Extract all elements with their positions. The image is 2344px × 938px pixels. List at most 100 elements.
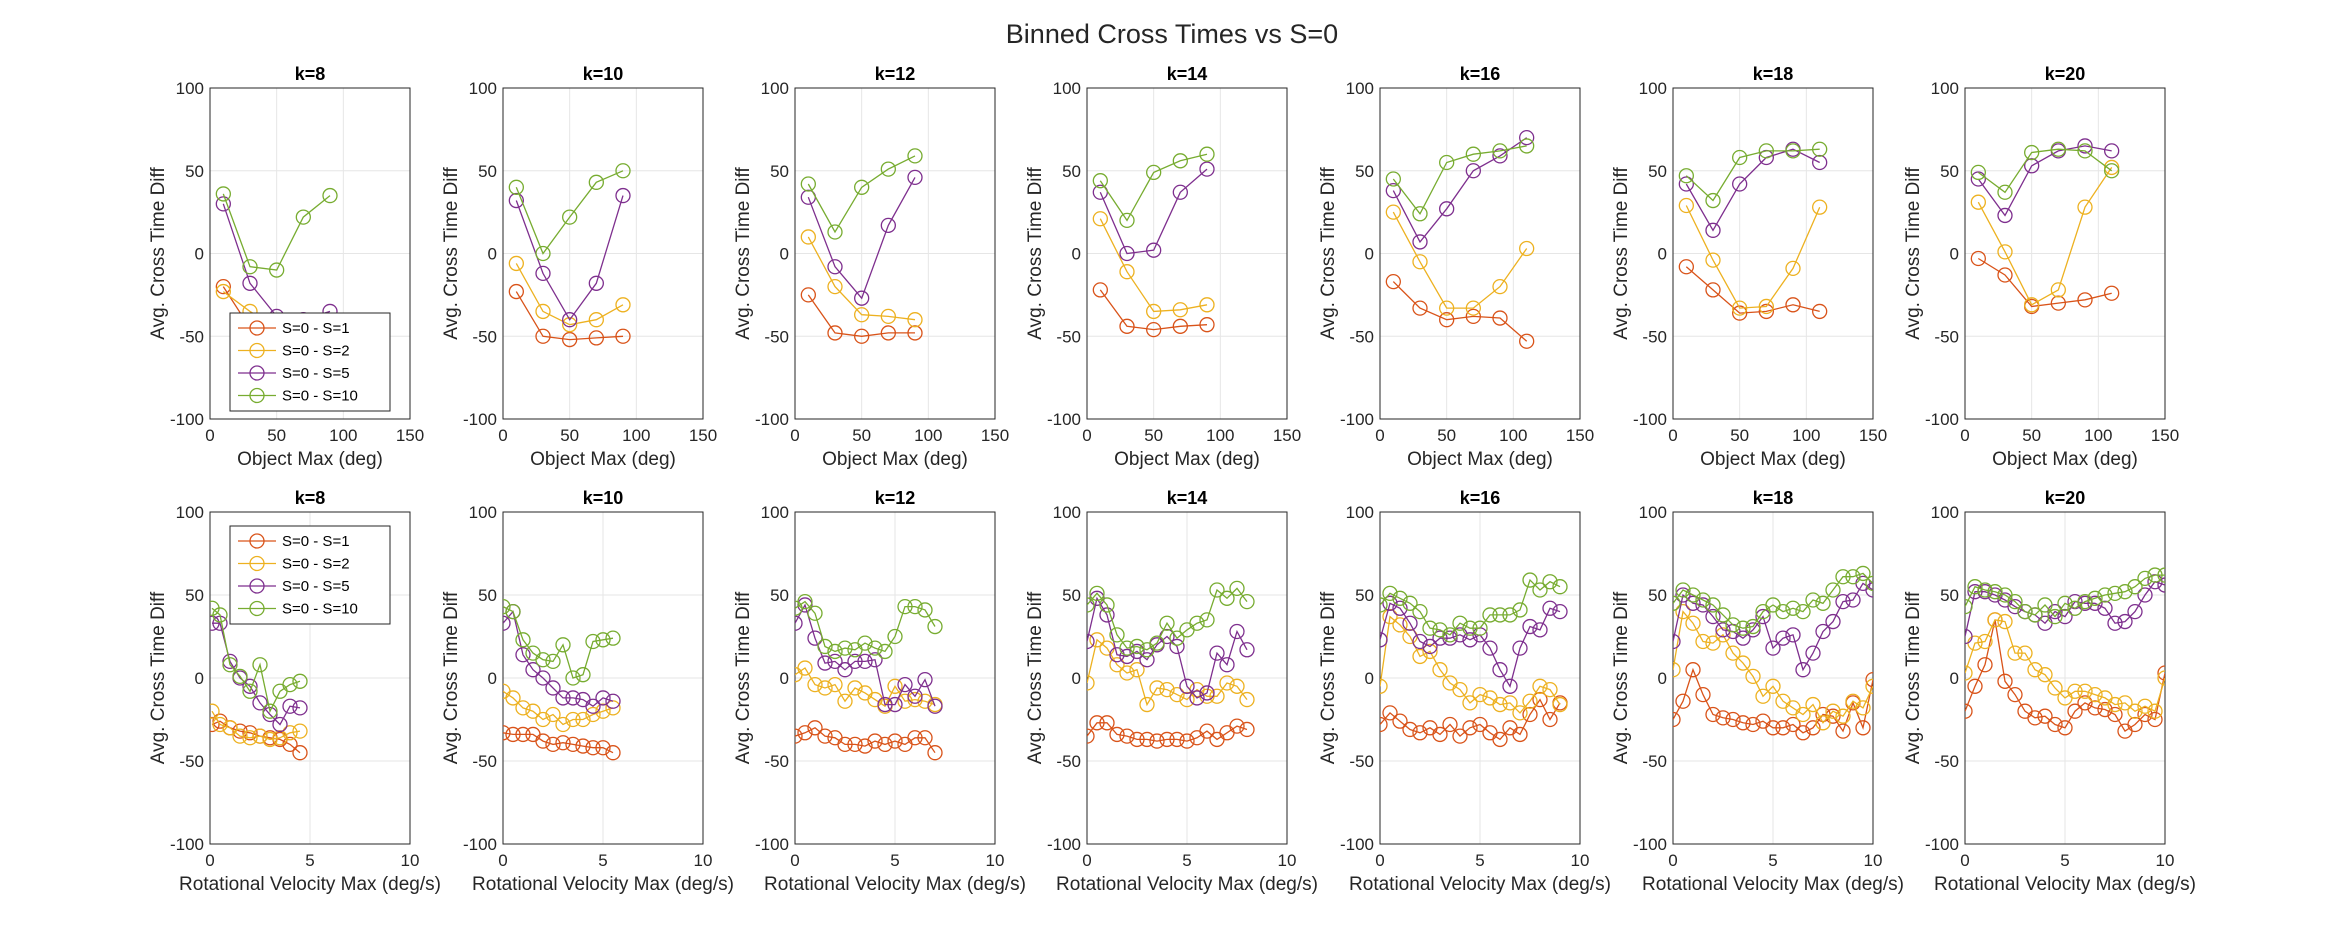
data-point xyxy=(867,733,883,749)
y-tick-label: -50 xyxy=(1349,327,1374,346)
data-point xyxy=(269,262,285,278)
x-axis-label: Rotational Velocity Max (deg/s) xyxy=(472,874,734,895)
data-point xyxy=(1462,695,1478,711)
y-tick-label: 100 xyxy=(176,79,204,98)
y-axis-label: Avg. Cross Time Diff xyxy=(1025,591,1046,764)
data-point xyxy=(827,224,843,240)
data-point xyxy=(1755,688,1771,704)
y-tick-label: -100 xyxy=(755,835,789,854)
data-point xyxy=(847,680,863,696)
data-point xyxy=(508,255,524,272)
subplot-title: k=10 xyxy=(583,488,624,508)
x-tick-label: 0 xyxy=(205,851,214,870)
data-point xyxy=(817,680,833,696)
data-point xyxy=(795,728,803,744)
data-point xyxy=(800,287,816,303)
data-point xyxy=(1522,572,1538,588)
data-point xyxy=(1209,688,1225,704)
data-point xyxy=(1970,164,1986,181)
data-point xyxy=(1865,678,1873,694)
data-point xyxy=(1765,678,1781,694)
data-point xyxy=(595,740,611,756)
data-point xyxy=(1522,618,1538,635)
axes-box xyxy=(1086,511,1288,845)
data-point xyxy=(2147,703,2163,719)
x-tick-label: 10 xyxy=(2156,851,2175,870)
series-line xyxy=(1685,148,1820,202)
y-tick-label: 0 xyxy=(1658,669,1667,688)
data-point xyxy=(2104,285,2120,301)
data-point xyxy=(2077,199,2093,215)
y-tick-label: -100 xyxy=(463,410,497,429)
data-point xyxy=(2127,703,2143,719)
data-point xyxy=(807,605,823,621)
data-point xyxy=(1392,590,1408,606)
data-point xyxy=(800,176,816,192)
data-point xyxy=(1465,300,1481,316)
data-point xyxy=(212,716,228,733)
legend-marker xyxy=(249,342,265,359)
data-point xyxy=(535,670,551,686)
y-tick-label: 100 xyxy=(1346,503,1374,522)
series-S2 xyxy=(1385,204,1535,316)
data-point xyxy=(797,725,813,741)
legend-label: S=0 - S=5 xyxy=(282,365,350,382)
series-S2 xyxy=(1087,632,1255,713)
x-tick-label: 0 xyxy=(1960,426,1969,445)
data-point xyxy=(1432,662,1448,678)
data-point xyxy=(1512,726,1528,743)
data-point xyxy=(1129,643,1145,660)
y-axis-label: Avg. Cross Time Diff xyxy=(1903,167,1924,340)
data-point xyxy=(588,312,604,328)
y-tick-label: 0 xyxy=(1365,245,1374,264)
series-S5 xyxy=(1385,129,1535,250)
series-line xyxy=(1685,205,1821,309)
data-point xyxy=(1678,259,1694,275)
data-point xyxy=(2077,292,2093,308)
axes-box xyxy=(1964,87,2166,420)
data-point xyxy=(1492,731,1508,748)
data-point xyxy=(588,174,604,190)
data-point xyxy=(1172,318,1188,334)
data-point xyxy=(927,698,943,714)
data-point xyxy=(2087,700,2103,716)
data-point xyxy=(1725,617,1741,633)
y-tick-label: 0 xyxy=(195,245,204,264)
data-point xyxy=(555,690,571,706)
data-point xyxy=(1715,627,1731,643)
data-point xyxy=(1492,143,1508,159)
data-point xyxy=(1532,691,1548,708)
y-tick-label: 50 xyxy=(1355,162,1374,181)
data-point xyxy=(1087,597,1095,613)
data-point xyxy=(1392,600,1408,616)
data-point xyxy=(1412,254,1428,270)
data-point xyxy=(595,632,611,648)
series-S10 xyxy=(1380,572,1568,643)
y-tick-label: 100 xyxy=(176,503,204,522)
y-tick-label: -50 xyxy=(472,752,497,771)
series-S10 xyxy=(1678,141,1828,209)
data-point xyxy=(2097,701,2113,718)
data-point xyxy=(1542,600,1558,616)
series-S1 xyxy=(1092,282,1215,338)
data-point xyxy=(1439,154,1455,171)
y-tick-label: 50 xyxy=(1940,586,1959,605)
y-tick-label: 0 xyxy=(1072,245,1081,264)
data-point xyxy=(605,630,621,646)
data-point xyxy=(1502,607,1518,623)
x-axis-label: Object Max (deg) xyxy=(1407,449,1553,470)
axes-box xyxy=(1379,87,1581,420)
data-point xyxy=(907,691,923,708)
series-S5 xyxy=(1678,141,1828,238)
data-point xyxy=(1119,318,1135,334)
data-point xyxy=(1805,720,1821,736)
x-axis-label: Rotational Velocity Max (deg/s) xyxy=(1934,874,2196,895)
data-point xyxy=(1412,234,1428,250)
data-point xyxy=(1149,635,1165,651)
data-point xyxy=(1385,171,1401,187)
data-point xyxy=(2067,683,2083,699)
data-point xyxy=(1462,632,1478,648)
data-point xyxy=(1089,585,1105,601)
data-point xyxy=(1472,620,1488,636)
data-point xyxy=(1825,613,1841,630)
